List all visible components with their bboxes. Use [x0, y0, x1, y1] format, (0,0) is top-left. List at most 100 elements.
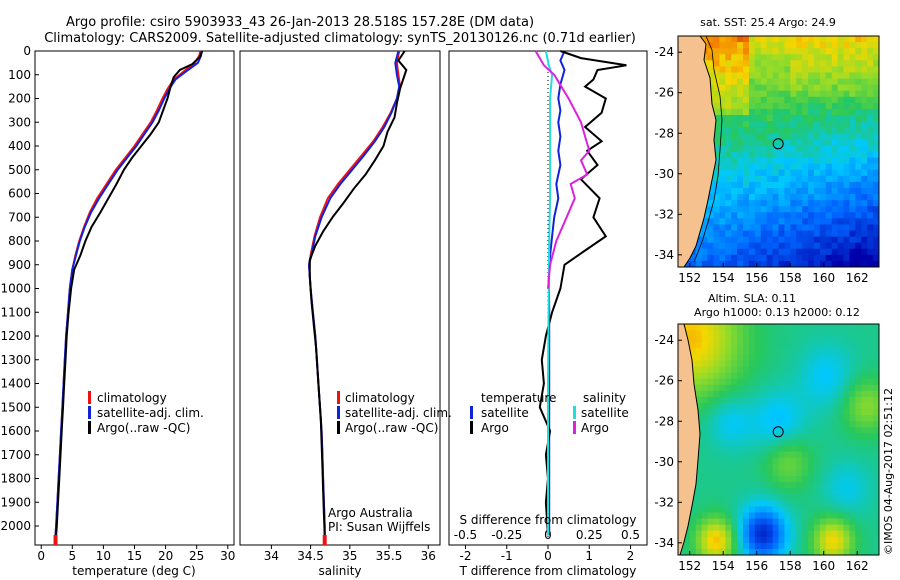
- heatmap-cell: [784, 354, 791, 361]
- heatmap-cell: [778, 254, 785, 262]
- heatmap-cell: [772, 194, 779, 201]
- heatmap-cell: [855, 151, 862, 158]
- heatmap-cell: [819, 78, 827, 86]
- heatmap-cell: [808, 457, 815, 465]
- heatmap-cell: [737, 354, 744, 361]
- heatmap-cell: [837, 151, 844, 158]
- sla-map-title: Altim. SLA: 0.11: [708, 292, 796, 305]
- heatmap-cell: [772, 384, 779, 392]
- heatmap-cell: [867, 224, 874, 231]
- heatmap-cell: [813, 145, 821, 152]
- depth-tick-labels: 0100200300400500600700800900100011001200…: [0, 44, 39, 533]
- lon-tick-label: 162: [846, 271, 869, 285]
- heatmap-cell: [825, 390, 833, 398]
- heatmap-cell: [802, 175, 809, 183]
- heatmap-cell: [790, 175, 797, 183]
- heatmap-cell: [737, 524, 744, 532]
- heatmap-cell: [713, 415, 720, 422]
- heatmap-cell: [754, 133, 762, 140]
- heatmap-cell: [790, 42, 797, 49]
- heatmap-cell: [843, 530, 850, 538]
- heatmap-cell: [743, 342, 750, 349]
- heatmap-cell: [713, 524, 720, 532]
- x-tick-label: 25: [189, 549, 204, 563]
- heatmap-cell: [737, 494, 744, 501]
- heatmap-cell: [766, 536, 773, 544]
- depth-tick-label: 1100: [0, 305, 31, 319]
- heatmap-cell: [819, 548, 827, 555]
- heatmap-cell: [861, 151, 868, 158]
- heatmap-cell: [837, 236, 844, 244]
- heatmap-cell: [825, 445, 833, 453]
- heatmap-cell: [873, 542, 879, 550]
- sst-shelf-contour: [693, 36, 723, 263]
- heatmap-cell: [707, 524, 714, 532]
- heatmap-cell: [837, 187, 844, 195]
- heatmap-cell: [873, 206, 879, 213]
- heatmap-cell: [766, 506, 773, 513]
- heatmap-cell: [861, 530, 868, 538]
- heatmap-cell: [754, 121, 762, 128]
- heatmap-cell: [754, 457, 762, 465]
- heatmap-cell: [813, 542, 821, 550]
- heatmap-cell: [819, 181, 827, 189]
- heatmap-cell: [731, 96, 738, 104]
- heatmap-cell: [802, 194, 809, 201]
- heatmap-cell: [837, 224, 844, 231]
- legend-climatology-swatch: [88, 391, 91, 404]
- heatmap-cell: [766, 360, 773, 367]
- heatmap-cell: [873, 415, 879, 422]
- heatmap-cell: [843, 169, 850, 177]
- heatmap-cell: [808, 427, 815, 434]
- heatmap-cell: [760, 236, 768, 244]
- heatmap-cell: [748, 163, 756, 171]
- heatmap-cell: [766, 457, 773, 465]
- heatmap-cell: [867, 524, 874, 532]
- heatmap-cell: [873, 260, 879, 267]
- heatmap-cell: [813, 121, 821, 128]
- heatmap-cell: [760, 206, 768, 213]
- heatmap-cell: [843, 224, 850, 231]
- legend-satellite-swatch: [88, 406, 91, 419]
- heatmap-cell: [825, 163, 833, 171]
- heatmap-cell: [819, 463, 827, 471]
- heatmap-cell: [760, 127, 768, 134]
- heatmap-cell: [802, 445, 809, 453]
- heatmap-cell: [843, 151, 850, 158]
- heatmap-cell: [719, 218, 726, 225]
- heatmap-cell: [707, 415, 714, 422]
- heatmap-cell: [754, 96, 762, 104]
- heatmap-cell: [754, 36, 762, 43]
- heatmap-cell: [825, 324, 833, 331]
- heatmap-cell: [719, 236, 726, 244]
- heatmap-cell: [831, 121, 839, 128]
- heatmap-cell: [849, 348, 856, 355]
- heatmap-cell: [737, 66, 744, 73]
- heatmap-cell: [843, 78, 850, 86]
- heatmap-cell: [861, 512, 868, 519]
- heatmap-cell: [790, 409, 797, 416]
- heatmap-cell: [748, 482, 756, 489]
- heatmap-cell: [707, 230, 714, 238]
- heatmap-cell: [766, 324, 773, 331]
- heatmap-cell: [784, 415, 791, 422]
- heatmap-cell: [689, 518, 697, 526]
- heatmap-cell: [802, 433, 809, 440]
- heatmap-cell: [748, 475, 756, 483]
- heatmap-cell: [861, 84, 868, 92]
- heatmap-cell: [813, 378, 821, 386]
- heatmap-cell: [802, 236, 809, 244]
- heatmap-cell: [719, 512, 726, 519]
- heatmap-cell: [766, 433, 773, 440]
- heatmap-cell: [713, 354, 720, 361]
- heatmap-cell: [813, 42, 821, 49]
- heatmap-cell: [731, 336, 738, 343]
- heatmap-cell: [861, 127, 868, 134]
- heatmap-cell: [713, 163, 720, 171]
- heatmap-cell: [861, 500, 868, 507]
- heatmap-cell: [778, 506, 785, 513]
- heatmap-cell: [843, 127, 850, 134]
- heatmap-cell: [719, 524, 726, 532]
- heatmap-cell: [831, 542, 839, 550]
- heatmap-cell: [772, 482, 779, 489]
